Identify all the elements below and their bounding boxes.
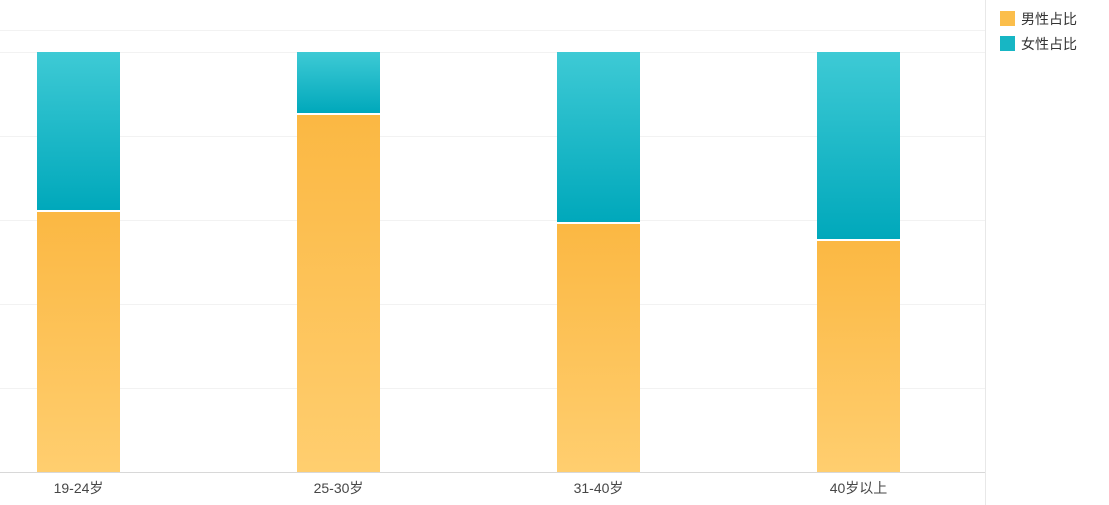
gridline — [0, 136, 985, 137]
legend-item-male[interactable]: 男性占比 — [1000, 6, 1077, 31]
bar-segment-male[interactable] — [297, 115, 380, 472]
legend-label-female: 女性占比 — [1021, 35, 1077, 52]
gridline — [0, 52, 985, 53]
bar-segment-female[interactable] — [297, 52, 380, 115]
legend: 男性占比 女性占比 — [1000, 6, 1077, 56]
male-series-swatch-icon — [1000, 11, 1015, 26]
bar-segment-male[interactable] — [557, 224, 640, 472]
bar-segment-female[interactable] — [557, 52, 640, 225]
gridline — [0, 388, 985, 389]
plot-area: 19-24岁 25-30岁 31-40岁 40岁以上 — [0, 30, 985, 496]
legend-label-male: 男性占比 — [1021, 10, 1077, 27]
bar-segment-female[interactable] — [817, 52, 900, 241]
bar-segment-male[interactable] — [37, 211, 120, 472]
x-axis-line — [0, 472, 985, 473]
bar-segment-male[interactable] — [817, 241, 900, 472]
plot-top-line — [0, 30, 985, 31]
plot-right-border — [985, 0, 986, 505]
gridline — [0, 220, 985, 221]
x-axis-label: 25-30岁 — [313, 480, 364, 496]
x-axis-label: 31-40岁 — [573, 480, 624, 496]
bar-segment-female[interactable] — [37, 52, 120, 212]
legend-item-female[interactable]: 女性占比 — [1000, 31, 1077, 56]
x-axis-label: 40岁以上 — [829, 480, 888, 496]
female-series-swatch-icon — [1000, 36, 1015, 51]
gridline — [0, 304, 985, 305]
x-axis-label: 19-24岁 — [53, 480, 104, 496]
